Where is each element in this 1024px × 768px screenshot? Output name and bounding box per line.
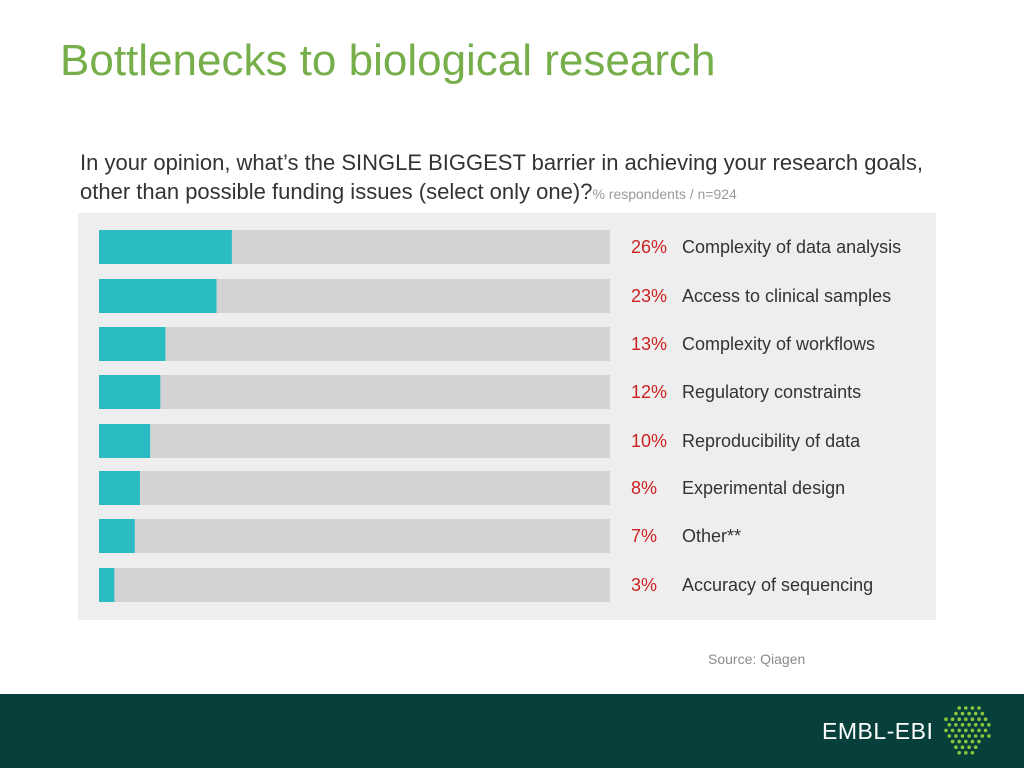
footer-bar: EMBL-EBI [0,694,1024,768]
bar-track [99,471,610,505]
bar-category-label: Regulatory constraints [682,382,861,402]
bar-value [99,471,140,505]
bar-percent-label: 3% [631,575,657,595]
bar-value [99,327,166,361]
bar-track [99,568,610,602]
brand-name: EMBL-EBI [822,718,934,744]
bar-percent-label: 10% [631,431,667,451]
bar-percent-label: 7% [631,526,657,546]
bar-value [99,279,217,313]
embl-ebi-logo-icon [944,706,991,755]
bar-value [99,519,135,553]
bar-percent-label: 13% [631,334,667,354]
bar-category-label: Complexity of data analysis [682,237,901,257]
bar-category-label: Reproducibility of data [682,431,861,451]
bar-track [99,327,610,361]
bar-track [99,519,610,553]
bar-chart: 26% Complexity of data analysis 23% Access … [99,230,901,602]
slide-title: Bottlenecks to biological research [60,36,716,85]
survey-question: In your opinion, what’s the SINGLE BIGGE… [80,148,960,209]
bar-track [99,424,610,458]
bar-value [99,424,151,458]
bar-track [99,375,610,409]
question-text: In your opinion, what’s the SINGLE BIGGE… [80,150,923,204]
bar-value [99,375,161,409]
question-note: % respondents / n=924 [592,186,737,202]
bar-category-label: Complexity of workflows [682,334,875,354]
bar-value [99,568,115,602]
bar-percent-label: 8% [631,478,657,498]
bar-category-label: Other** [682,526,741,546]
bar-category-label: Accuracy of sequencing [682,575,873,595]
bar-category-label: Experimental design [682,478,845,498]
bar-percent-label: 23% [631,286,667,306]
bar-category-label: Access to clinical samples [682,286,891,306]
source-note: Source: Qiagen [708,651,806,667]
chart-panel: 26% Complexity of data analysis 23% Access … [78,213,936,620]
bar-percent-label: 26% [631,237,667,257]
bar-percent-label: 12% [631,382,667,402]
bar-value [99,230,232,264]
